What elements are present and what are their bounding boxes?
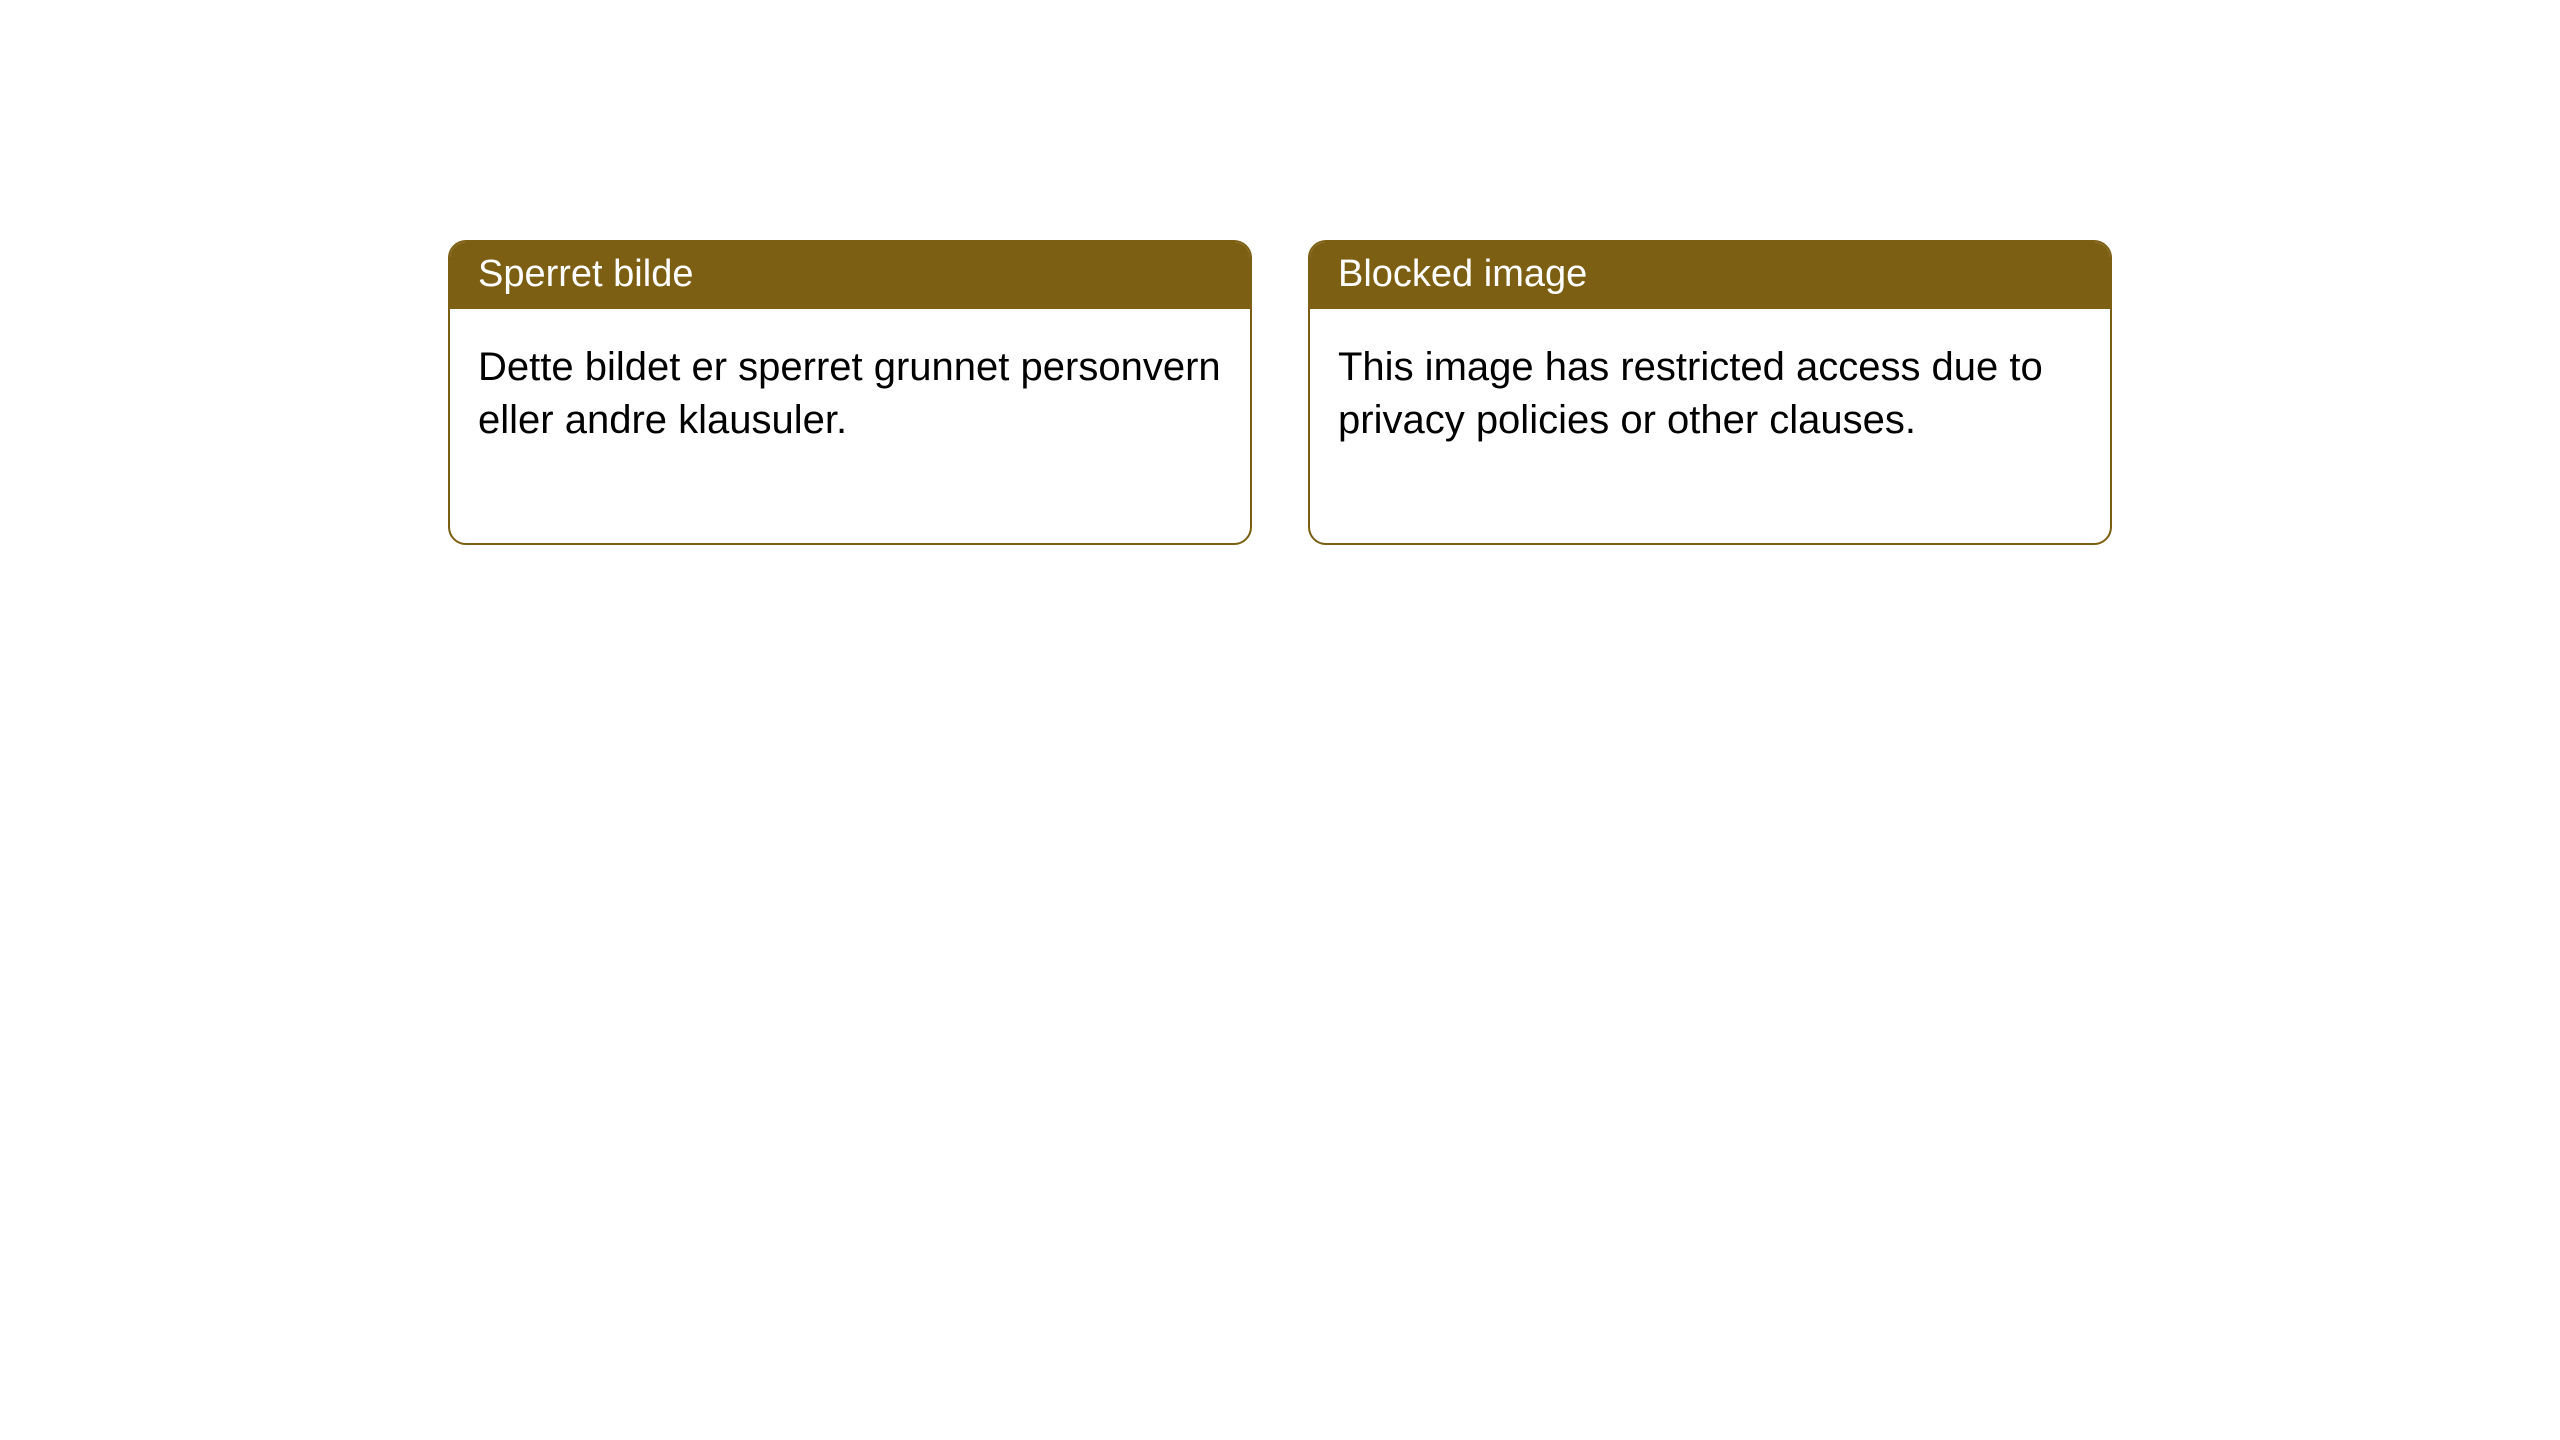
card-title-norwegian: Sperret bilde xyxy=(450,242,1250,309)
card-message-norwegian: Dette bildet er sperret grunnet personve… xyxy=(450,309,1250,543)
notice-cards-container: Sperret bilde Dette bildet er sperret gr… xyxy=(0,240,2560,545)
notice-card-norwegian: Sperret bilde Dette bildet er sperret gr… xyxy=(448,240,1252,545)
card-message-english: This image has restricted access due to … xyxy=(1310,309,2110,543)
card-title-english: Blocked image xyxy=(1310,242,2110,309)
notice-card-english: Blocked image This image has restricted … xyxy=(1308,240,2112,545)
